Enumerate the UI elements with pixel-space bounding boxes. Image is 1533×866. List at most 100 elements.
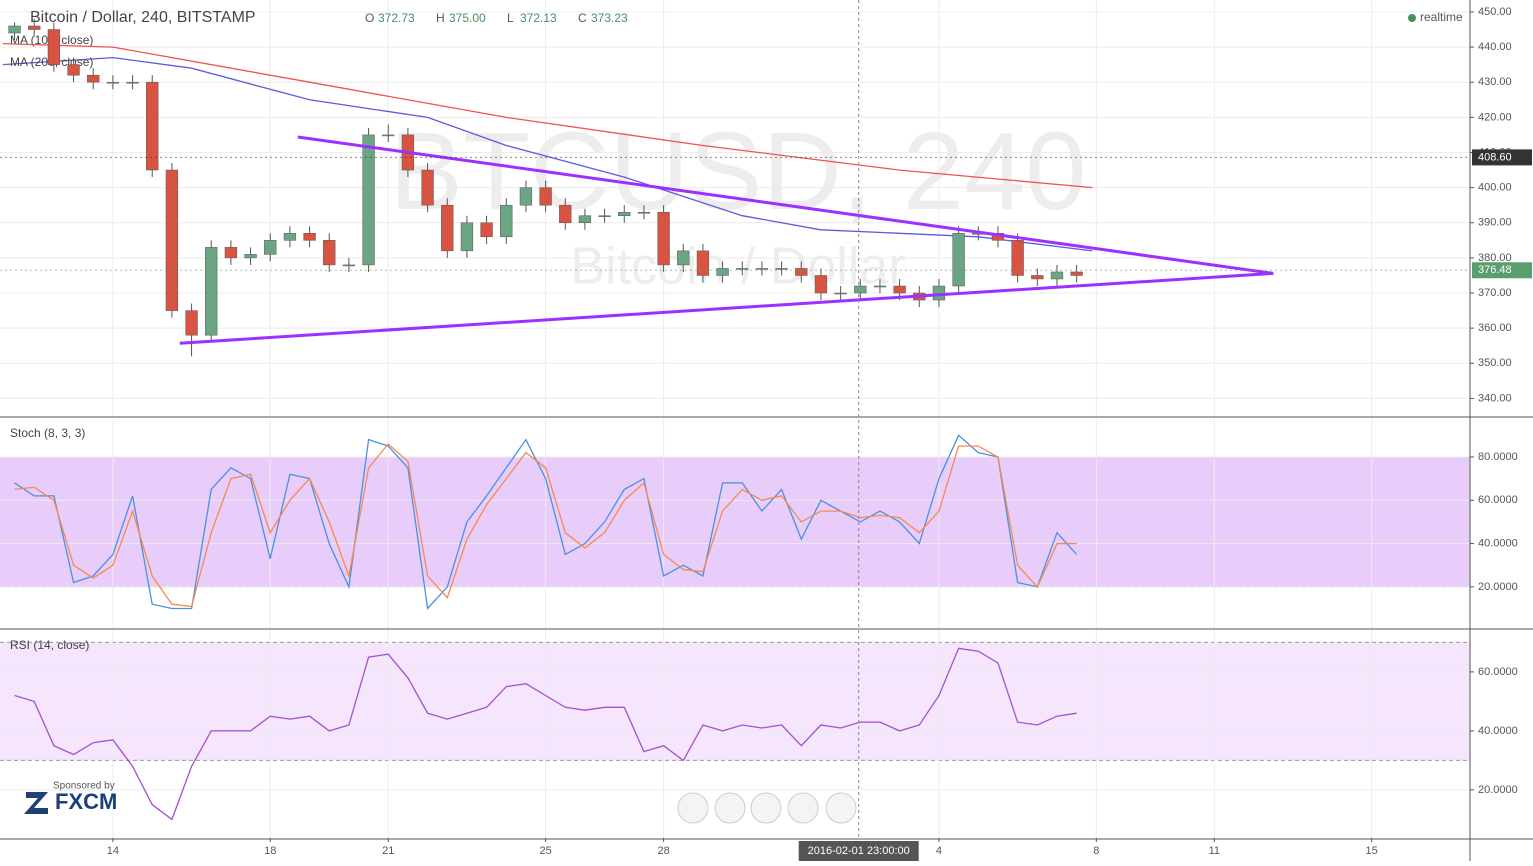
y-tick-label: 370.00 [1478, 287, 1512, 299]
price-label-box [1472, 262, 1532, 279]
candle-body [873, 285, 887, 288]
y-tick-label: 20.0000 [1478, 784, 1518, 796]
candle-body [834, 292, 847, 295]
candle-body [716, 268, 729, 276]
candle-body [618, 211, 631, 216]
candle-body [578, 215, 592, 224]
band [0, 456, 1470, 587]
panel-title: RSI (14, close) [10, 638, 89, 652]
ohlc-key: O [365, 11, 374, 25]
y-tick-label: 350.00 [1478, 357, 1512, 369]
moving-average [2, 42, 1093, 189]
candle-body [67, 64, 80, 76]
band [0, 642, 1470, 761]
candle-body [362, 134, 375, 266]
candle-body [598, 215, 611, 217]
trend-line [297, 135, 1274, 275]
candle-body [244, 254, 257, 259]
sponsor-logo [24, 792, 48, 814]
toolbar [677, 792, 857, 824]
crosshair-label: 2016-02-01 23:00:00 [808, 845, 910, 857]
candle-body [165, 169, 179, 311]
candle-body [264, 240, 277, 255]
price-label: 408.60 [1478, 151, 1512, 163]
candle-body [637, 211, 651, 214]
candle-body [421, 169, 434, 206]
x-tick-label: 25 [539, 845, 551, 857]
candle-body [677, 250, 690, 266]
candle-body [47, 29, 61, 65]
candle-body [106, 81, 120, 84]
y-tick-label: 40.0000 [1478, 725, 1518, 737]
candle-body [342, 264, 356, 267]
ohlc-value: 373.23 [591, 11, 628, 25]
watermark-name: Bitcoin / Dollar [570, 238, 905, 296]
candle-body [814, 275, 828, 294]
x-tick-label: 11 [1209, 845, 1220, 857]
candle-body [1050, 271, 1064, 280]
candle-body [893, 285, 906, 294]
moving-average [2, 56, 1093, 252]
zoom-in[interactable] [787, 792, 819, 824]
indicator-line [14, 647, 1077, 821]
candle-body [1070, 271, 1083, 276]
x-tick-label: 14 [107, 845, 119, 857]
candle-body [775, 268, 788, 270]
candle-body [382, 134, 395, 137]
y-tick-label: 400.00 [1478, 182, 1512, 194]
candle-body [755, 268, 769, 270]
zoom-out[interactable] [714, 792, 746, 824]
candle-body [205, 247, 218, 336]
candle-body [283, 233, 297, 241]
panel-title: Stoch (8, 3, 3) [10, 426, 85, 440]
candle-body [185, 310, 198, 336]
y-tick-label: 40.0000 [1478, 537, 1518, 549]
indicator-line [14, 443, 1077, 608]
ohlc-value: 375.00 [449, 11, 486, 25]
indicator-line [14, 434, 1078, 610]
x-tick-label: 15 [1366, 845, 1378, 857]
x-tick-label: 8 [1093, 845, 1099, 857]
y-tick-label: 420.00 [1478, 111, 1512, 123]
candle-body [736, 268, 749, 270]
scroll-right[interactable] [825, 792, 857, 824]
candle-body [1031, 275, 1044, 280]
candle-body [146, 81, 159, 171]
candle-body [795, 268, 808, 276]
y-tick-label: 430.00 [1478, 76, 1512, 88]
y-tick-label: 60.0000 [1478, 494, 1518, 506]
y-tick-label: 60.0000 [1478, 666, 1518, 678]
candle-body [8, 25, 21, 34]
candle-body [657, 211, 670, 266]
candle-body [303, 233, 316, 241]
sponsor-caption: Sponsored by [53, 781, 115, 792]
reset[interactable] [750, 792, 782, 824]
x-tick-label: 18 [264, 845, 276, 857]
ohlc-value: 372.13 [520, 11, 557, 25]
price-label: 376.48 [1478, 264, 1512, 276]
price-label-box [1472, 149, 1532, 166]
ohlc-key: C [578, 11, 587, 25]
x-tick-label: 28 [657, 845, 669, 857]
candle-body [460, 222, 474, 252]
candle-body [224, 247, 238, 259]
ohlc-value: 372.73 [378, 11, 415, 25]
x-tick-label: 4 [936, 845, 942, 857]
candle-body [480, 222, 493, 238]
candle-body [519, 187, 533, 206]
candle-body [559, 204, 572, 224]
crosshair-box [798, 841, 919, 861]
y-tick-label: 20.0000 [1478, 581, 1518, 593]
ohlc-key: L [507, 11, 514, 25]
y-tick-label: 340.00 [1478, 392, 1512, 404]
candle-body [441, 204, 454, 252]
trend-line [179, 271, 1274, 345]
y-tick-label: 380.00 [1478, 252, 1512, 264]
chart-title: Bitcoin / Dollar, 240, BITSTAMP [30, 9, 256, 26]
candle-body [952, 233, 965, 287]
y-tick-label: 440.00 [1478, 41, 1512, 53]
status-dot [1408, 14, 1416, 22]
scroll-left[interactable] [677, 792, 709, 824]
